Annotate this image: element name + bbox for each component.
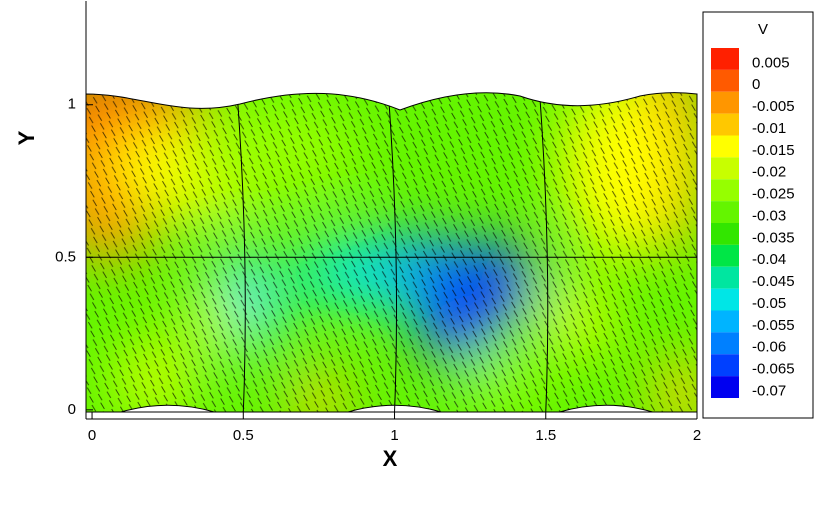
x-tick-label: 2 — [693, 427, 701, 444]
legend-swatch — [711, 266, 739, 289]
x-tick-label: 1 — [390, 427, 398, 444]
wall-bump — [327, 404, 462, 412]
wall-bump — [100, 404, 235, 412]
legend-swatch — [711, 332, 739, 355]
wall-bump — [539, 404, 673, 412]
block-boundary — [539, 94, 549, 412]
legend-label: -0.005 — [752, 98, 795, 115]
x-tick-label: 1.5 — [535, 427, 556, 444]
legend-label: -0.06 — [752, 339, 786, 356]
legend-label: 0 — [752, 76, 760, 93]
legend-swatch — [711, 288, 739, 311]
block-boundary — [387, 94, 398, 412]
legend-swatch — [711, 157, 739, 180]
legend-swatch — [711, 69, 739, 92]
legend-label: -0.045 — [752, 273, 795, 290]
block-boundary — [236, 94, 246, 412]
legend-swatch — [711, 179, 739, 202]
y-axis-label: Y — [14, 130, 39, 145]
y-tick-label: 0.5 — [55, 248, 76, 265]
legend-swatch — [711, 310, 739, 333]
legend-swatch — [711, 376, 739, 398]
y-tick-label: 1 — [68, 96, 76, 113]
legend-label: -0.05 — [752, 295, 786, 312]
legend-label: -0.02 — [752, 164, 786, 181]
legend-label: -0.04 — [752, 251, 786, 268]
legend-label: -0.07 — [752, 382, 786, 399]
legend-label: -0.065 — [752, 361, 795, 378]
y-tick-label: 0 — [68, 401, 76, 418]
x-axis-label: X — [383, 446, 398, 471]
legend-swatch — [711, 48, 739, 70]
legend-label: -0.015 — [752, 142, 795, 159]
contour-field — [86, 92, 697, 412]
legend-title: V — [758, 21, 768, 38]
x-tick-label: 0 — [88, 427, 96, 444]
legend-swatch — [711, 223, 739, 245]
legend-label: 0.005 — [752, 54, 790, 71]
legend-label: -0.03 — [752, 207, 786, 224]
vector-field — [86, 92, 697, 412]
x-tick-label: 0.5 — [233, 427, 254, 444]
legend-swatch — [711, 135, 739, 158]
legend-label: -0.055 — [752, 317, 795, 334]
domain-outline — [85, 92, 698, 413]
legend-swatch — [711, 201, 739, 223]
legend-swatch — [711, 91, 739, 114]
legend-label: -0.035 — [752, 229, 795, 246]
legend-label: -0.01 — [752, 120, 786, 137]
legend-swatch — [711, 354, 739, 377]
legend-swatch — [711, 113, 739, 136]
legend-label: -0.025 — [752, 186, 795, 203]
legend-swatch — [711, 244, 739, 267]
